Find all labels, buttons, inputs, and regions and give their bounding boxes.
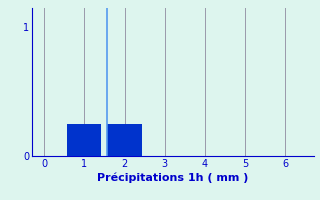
Bar	[108, 124, 142, 156]
X-axis label: Précipitations 1h ( mm ): Précipitations 1h ( mm )	[97, 173, 249, 183]
Bar	[67, 124, 101, 156]
